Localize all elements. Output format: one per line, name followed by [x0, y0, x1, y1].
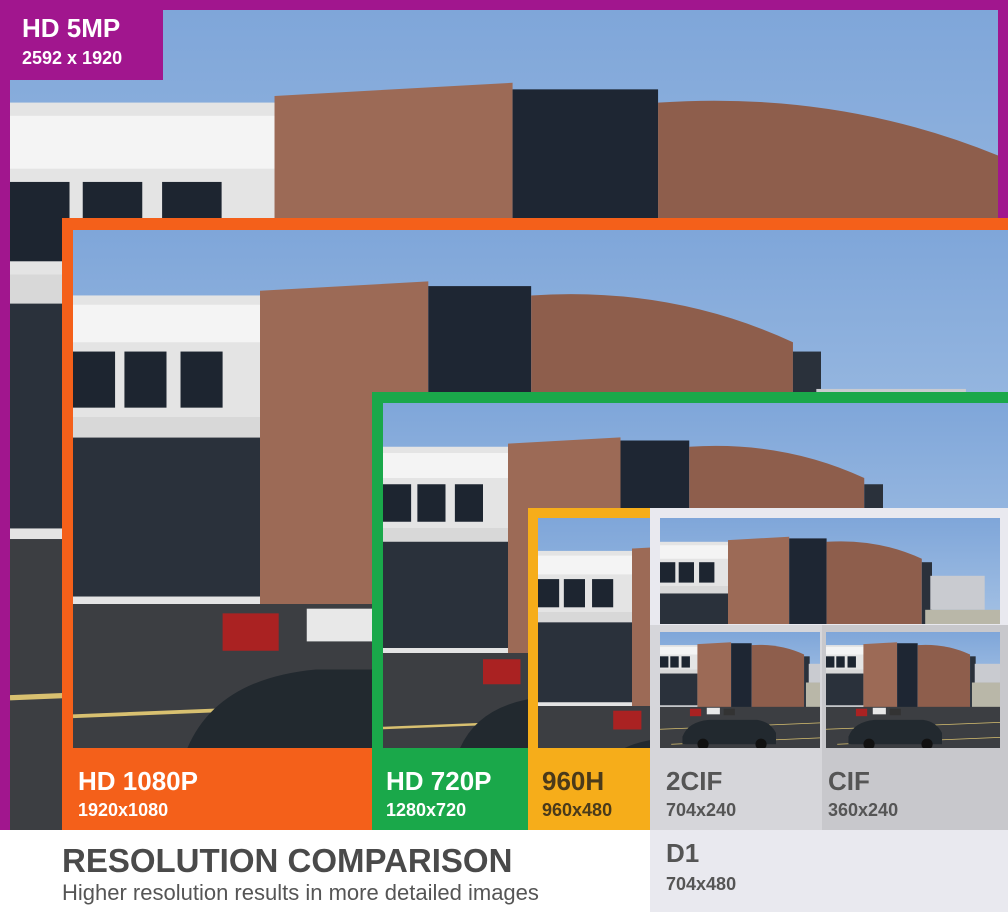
panel-resolution: 1920x1080	[78, 800, 168, 820]
panel-resolution: 704x480	[666, 874, 736, 894]
panel-label: CIF	[828, 766, 870, 796]
panel-resolution: 2592 x 1920	[22, 48, 122, 68]
panel-label: 960H	[542, 766, 604, 796]
panel-label: 2CIF	[666, 766, 722, 796]
panel-label: D1	[666, 838, 699, 868]
footer-subtitle: Higher resolution results in more detail…	[62, 880, 539, 905]
panel-resolution: 704x240	[666, 800, 736, 820]
footer-title: RESOLUTION COMPARISON	[62, 842, 512, 879]
panel-label: HD 1080P	[78, 766, 198, 796]
panel-label: HD 5MP	[22, 13, 120, 43]
panel-resolution: 960x480	[542, 800, 612, 820]
panel-resolution: 360x240	[828, 800, 898, 820]
panel-resolution: 1280x720	[386, 800, 466, 820]
panel-label: HD 720P	[386, 766, 492, 796]
